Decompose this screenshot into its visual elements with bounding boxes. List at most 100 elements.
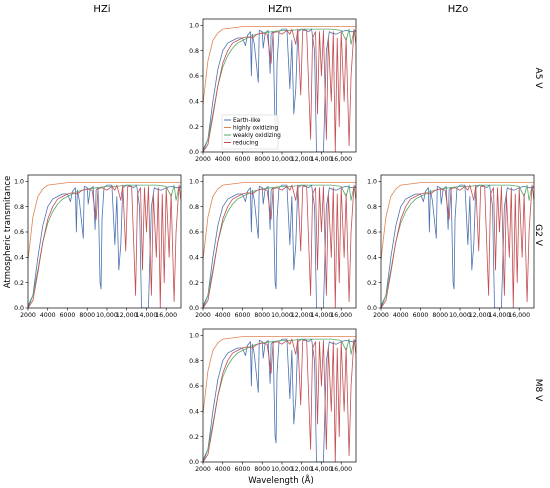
x-tick-label: 8000	[254, 466, 270, 473]
x-tick-label: 14,000	[311, 312, 333, 319]
x-tick-label: 16,000	[508, 312, 530, 319]
x-tick-label: 10,000	[271, 156, 293, 163]
y-axis-label: Atmospheric transmitance	[3, 176, 13, 288]
series-line-earth-like	[381, 184, 534, 308]
panel-frame	[202, 18, 357, 153]
series-line-earth-like	[203, 338, 356, 462]
panel-g2v-hzm: 0.0 0.2 0.4 0.6 0.8 1.0 2000 4000 6000 8000 10,000…	[189, 174, 357, 319]
series-line-reducing	[28, 184, 181, 308]
series-line-highly-oxidizing	[381, 182, 534, 260]
legend: Earth-like highly oxidizing weakly oxidi…	[221, 114, 281, 150]
x-tick-label: 14,000	[311, 156, 333, 163]
y-tick-label: 0.6	[367, 229, 377, 236]
series-line-highly-oxidizing	[203, 182, 356, 260]
x-tick-label: 4000	[215, 466, 231, 473]
legend-label-highly-oxidizing: highly oxidizing	[233, 126, 279, 132]
x-tick-label: 4000	[393, 312, 409, 319]
x-tick-label: 6000	[235, 466, 251, 473]
x-tick-label: 2000	[373, 312, 389, 319]
row-title-a5v: A5 V	[533, 68, 543, 90]
panel-frame	[202, 328, 357, 463]
x-tick-label: 4000	[215, 156, 231, 163]
y-tick-label: 0.8	[189, 358, 199, 365]
x-tick-label: 10,000	[271, 312, 293, 319]
x-tick-label: 4000	[215, 312, 231, 319]
series-line-highly-oxidizing	[203, 336, 356, 414]
x-tick-label: 10,000	[96, 312, 118, 319]
series-line-reducing	[203, 338, 356, 462]
x-tick-label: 4000	[40, 312, 56, 319]
panel-g2v-hzi: 0.0 0.2 0.4 0.6 0.8 1.0 2000 4000 6000 8000 10,000…	[14, 174, 182, 319]
y-tick-label: 0.8	[189, 204, 199, 211]
x-tick-label: 14,000	[489, 312, 511, 319]
panel-frame	[380, 174, 535, 309]
legend-frame	[221, 114, 279, 150]
series-line-weakly-oxidizing	[203, 184, 356, 306]
x-tick-label: 16,000	[330, 156, 352, 163]
row-title-m8v: M8 V	[533, 379, 543, 402]
panel-a5v-hzm: 0.0 0.2 0.4 0.6 0.8 1.0 2000 4000 6000 8000 10,000…	[189, 18, 357, 163]
series-line-earth-like	[203, 184, 356, 308]
x-tick-label: 6000	[413, 312, 429, 319]
y-tick-label: 0.6	[189, 383, 199, 390]
panel-frame	[27, 174, 182, 309]
x-tick-label: 8000	[254, 156, 270, 163]
x-tick-label: 8000	[79, 312, 95, 319]
x-tick-label: 12,000	[291, 156, 313, 163]
y-tick-label: 0.0	[189, 459, 199, 466]
x-axis-label: Wavelength (Å)	[248, 474, 314, 486]
y-tick-label: 0.4	[189, 99, 199, 106]
y-tick-label: 0.0	[367, 305, 377, 312]
y-tick-label: 0.6	[189, 229, 199, 236]
legend-label-earth-like: Earth-like	[233, 118, 261, 124]
x-tick-label: 16,000	[155, 312, 177, 319]
x-tick-label: 8000	[254, 312, 270, 319]
y-tick-label: 1.0	[189, 179, 199, 186]
panel-plot-area	[203, 336, 356, 462]
y-tick-label: 0.4	[14, 255, 24, 262]
x-tick-label: 16,000	[330, 466, 352, 473]
y-tick-label: 0.2	[14, 280, 24, 287]
x-tick-label: 14,000	[311, 466, 333, 473]
x-tick-label: 10,000	[271, 466, 293, 473]
y-tick-label: 0.8	[367, 204, 377, 211]
panel-g2v-hzo: 0.0 0.2 0.4 0.6 0.8 1.0 2000 4000 6000 8000 10,000…	[367, 174, 535, 319]
panel-plot-area	[28, 182, 181, 308]
y-tick-label: 0.2	[189, 434, 199, 441]
column-title-hzm: HZm	[268, 4, 292, 15]
legend-label-reducing: reducing	[233, 141, 259, 147]
series-line-reducing	[203, 184, 356, 308]
x-tick-label: 2000	[195, 156, 211, 163]
row-title-g2v: G2 V	[533, 224, 543, 247]
y-tick-label: 0.8	[14, 204, 24, 211]
panel-frame	[202, 174, 357, 309]
y-tick-label: 0.0	[14, 305, 24, 312]
y-tick-label: 0.4	[189, 409, 199, 416]
series-line-highly-oxidizing	[203, 26, 356, 104]
legend-label-weakly-oxidizing: weakly oxidizing	[233, 133, 281, 139]
x-tick-label: 10,000	[449, 312, 471, 319]
panel-plot-area	[381, 182, 534, 308]
x-tick-label: 2000	[20, 312, 36, 319]
x-tick-label: 12,000	[291, 466, 313, 473]
column-title-hzi: HZi	[93, 4, 110, 15]
column-title-hzo: HZo	[448, 4, 469, 15]
series-line-reducing	[381, 184, 534, 308]
x-tick-label: 2000	[195, 312, 211, 319]
y-tick-label: 0.6	[189, 73, 199, 80]
y-tick-label: 0.8	[189, 48, 199, 55]
x-tick-label: 2000	[195, 466, 211, 473]
series-line-weakly-oxidizing	[28, 184, 181, 306]
x-tick-label: 6000	[60, 312, 76, 319]
panel-plot-area	[203, 182, 356, 308]
x-tick-label: 8000	[432, 312, 448, 319]
x-tick-label: 12,000	[116, 312, 138, 319]
panel-m8v-hzm: 0.0 0.2 0.4 0.6 0.8 1.0 2000 4000 6000 8000 10,000…	[189, 328, 357, 473]
series-line-weakly-oxidizing	[203, 28, 356, 150]
y-tick-label: 0.2	[189, 280, 199, 287]
x-tick-label: 16,000	[330, 312, 352, 319]
series-line-weakly-oxidizing	[203, 338, 356, 460]
y-tick-label: 1.0	[189, 23, 199, 30]
y-tick-label: 1.0	[14, 179, 24, 186]
